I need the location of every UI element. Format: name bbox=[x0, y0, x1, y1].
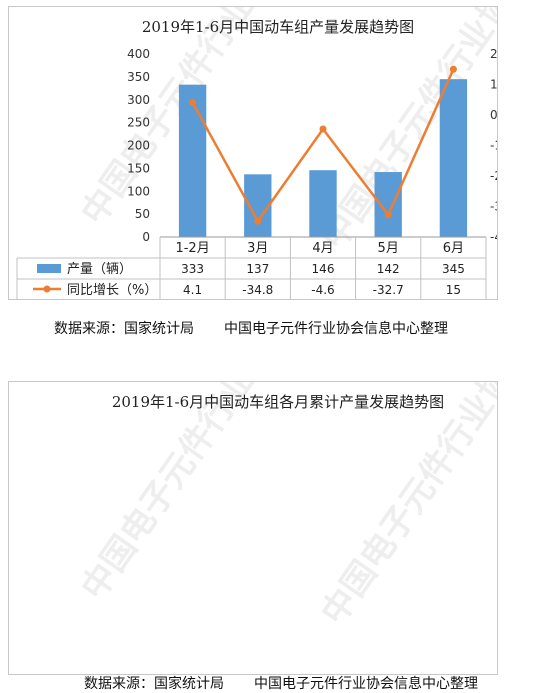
y2-tick-label: 0 bbox=[490, 108, 497, 122]
line-point bbox=[254, 217, 262, 225]
data-label: 333 bbox=[181, 262, 204, 276]
source-right: 中国电子元件行业协会信息中心整理 bbox=[224, 321, 448, 337]
y-tick-label: 300 bbox=[127, 93, 150, 107]
bar bbox=[309, 170, 337, 237]
bar bbox=[374, 172, 402, 237]
y2-tick-label: -40 bbox=[490, 230, 497, 244]
y2-tick-label: -20 bbox=[490, 169, 497, 183]
y2-tick-label: -10 bbox=[490, 139, 497, 153]
chart-panel-cumulative: 中国电子元件行业协会 中国电子元件行业协会 2019年1-6月中国动车组各月累计产量… bbox=[8, 381, 498, 675]
source-note-2: 数据来源：国家统计局 中国电子元件行业协会信息中心整理 bbox=[84, 673, 478, 693]
x-tick-label: 5月 bbox=[378, 241, 399, 256]
x-tick-label: 3月 bbox=[247, 241, 268, 256]
data-label: 146 bbox=[312, 262, 335, 276]
x-tick-label: 6月 bbox=[443, 241, 464, 256]
legend-label: 产量（辆） bbox=[67, 262, 132, 277]
y2-tick-label: 10 bbox=[490, 78, 497, 92]
monthly-production-chart: 中国电子元件行业协会中国电子元件行业协会2019年1-6月中国动车组产量发展趋势… bbox=[16, 7, 497, 299]
legend-label: 同比增长（%） bbox=[67, 283, 157, 298]
line-point bbox=[319, 125, 327, 133]
data-label: 15 bbox=[446, 283, 461, 297]
y-tick-label: 0 bbox=[142, 230, 150, 244]
cumulative-production-chart: 中国电子元件行业协会 中国电子元件行业协会2019年1-6月中国动车组各月累计产量… bbox=[74, 382, 497, 632]
data-label: -4.6 bbox=[311, 283, 334, 297]
watermark: 中国电子元件行业协会 bbox=[314, 382, 497, 632]
bar bbox=[439, 79, 468, 237]
data-label: 4.1 bbox=[183, 283, 202, 297]
line-point bbox=[449, 65, 457, 73]
watermark: 中国电子元件行业协会 bbox=[74, 382, 302, 607]
y2-tick-label: 20 bbox=[490, 47, 497, 61]
y2-tick-label: -30 bbox=[490, 200, 497, 214]
y-tick-label: 100 bbox=[127, 184, 150, 198]
y-tick-label: 50 bbox=[135, 207, 150, 221]
source-right: 中国电子元件行业协会信息中心整理 bbox=[254, 676, 478, 692]
line-point bbox=[384, 211, 392, 219]
y-tick-label: 400 bbox=[127, 47, 150, 61]
legend-swatch-marker bbox=[43, 285, 51, 293]
source-note-1: 数据来源：国家统计局 中国电子元件行业协会信息中心整理 bbox=[54, 318, 448, 338]
y-tick-label: 250 bbox=[127, 116, 150, 130]
data-label: -32.7 bbox=[373, 283, 404, 297]
data-label: 345 bbox=[442, 262, 465, 276]
chart-panel-monthly: 中国电子元件行业协会中国电子元件行业协会2019年1-6月中国动车组产量发展趋势… bbox=[8, 6, 498, 300]
x-tick-label: 4月 bbox=[312, 241, 333, 256]
source-left: 数据来源：国家统计局 bbox=[54, 321, 194, 337]
y-tick-label: 200 bbox=[127, 139, 150, 153]
x-tick-label: 1-2月 bbox=[175, 241, 209, 256]
data-label: -34.8 bbox=[242, 283, 273, 297]
source-left: 数据来源：国家统计局 bbox=[84, 676, 224, 692]
chart-title: 2019年1-6月中国动车组产量发展趋势图 bbox=[142, 18, 414, 36]
chart-title: 2019年1-6月中国动车组各月累计产量发展趋势图 bbox=[112, 393, 444, 411]
data-label: 142 bbox=[377, 262, 400, 276]
data-label: 137 bbox=[246, 262, 269, 276]
y-tick-label: 350 bbox=[127, 70, 150, 84]
watermark: 中国电子元件行业协会 bbox=[314, 7, 497, 257]
legend-swatch-bar bbox=[37, 264, 61, 273]
bar bbox=[178, 84, 207, 237]
y-tick-label: 150 bbox=[127, 161, 150, 175]
line-point bbox=[189, 98, 197, 106]
